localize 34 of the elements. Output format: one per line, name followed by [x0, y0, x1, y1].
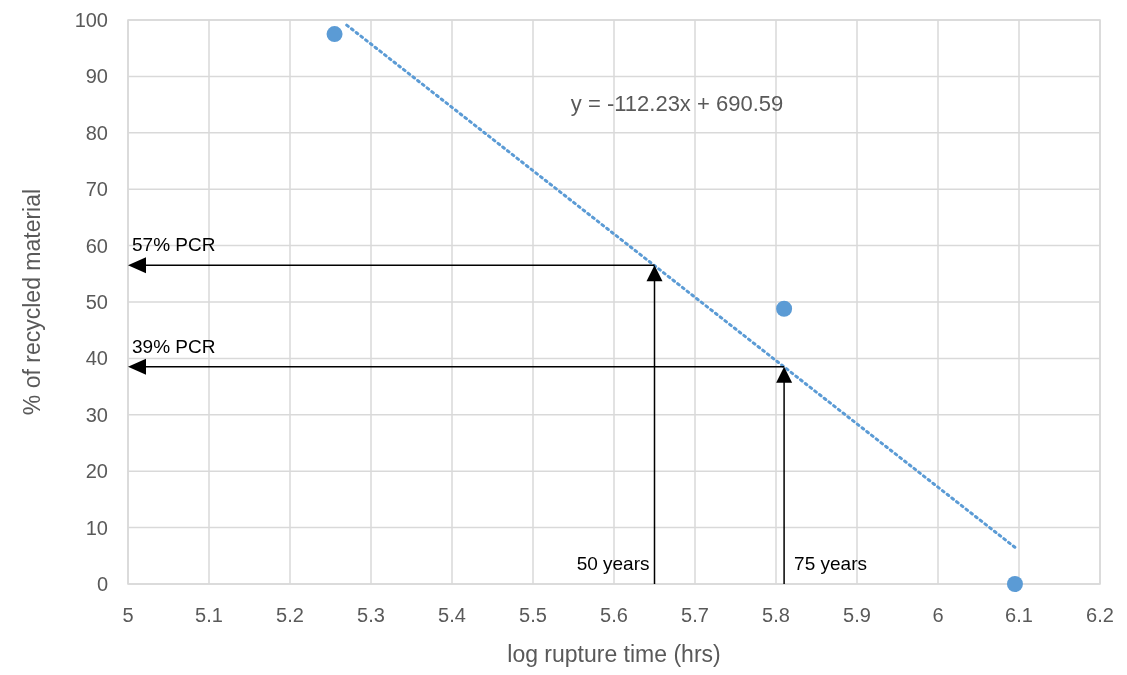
y-tick-label: 10 [85, 516, 108, 539]
annotation: 50 years [576, 553, 650, 574]
x-tick-label: 5.6 [600, 604, 628, 626]
annotation: 57% PCR [132, 234, 216, 256]
x-tick-label: 6 [932, 604, 944, 626]
x-tick-label: 5.3 [357, 604, 385, 626]
y-tick-label: 100 [74, 9, 108, 31]
x-tick-label: 5.8 [762, 604, 790, 626]
point [326, 26, 343, 43]
y-tick-label: 50 [85, 291, 108, 313]
x-tick-label: 5.7 [681, 604, 709, 626]
x-tick-label: 5.4 [438, 604, 466, 626]
y-tick-label: 20 [85, 460, 108, 483]
y-axis-title: % of recycled material [19, 188, 45, 416]
y-tick-label: 80 [85, 121, 108, 144]
x-tick-label: 6.1 [1005, 604, 1033, 626]
x-tick-label: 5 [122, 604, 134, 626]
y-tick-label: 60 [85, 234, 108, 257]
point [1006, 576, 1023, 592]
y-tick-label: 70 [85, 178, 108, 201]
y-tick-label: 30 [85, 403, 108, 426]
x-tick-label: 5.9 [843, 604, 871, 626]
x-tick-label: 5.1 [195, 604, 223, 626]
x-tick-label: 5.2 [276, 604, 304, 626]
x-tick-label: 6.2 [1086, 604, 1114, 626]
x-tick-label: 5.5 [519, 604, 547, 626]
annotation: 75 years [794, 553, 867, 574]
x-axis-title: log rupture time (hrs) [507, 641, 721, 667]
y-tick-label: 0 [96, 573, 108, 595]
point [776, 300, 793, 317]
annotation: 39% PCR [132, 335, 216, 357]
y-tick-label: 40 [85, 347, 108, 370]
y-tick-label: 90 [85, 65, 108, 88]
annotation: y = -112.23x + 690.59 [570, 91, 784, 117]
